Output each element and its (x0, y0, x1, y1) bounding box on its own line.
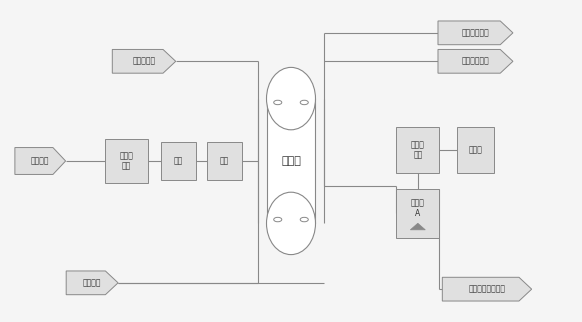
Bar (161, 142, 196, 180)
Bar (396, 189, 439, 238)
Polygon shape (438, 50, 513, 73)
Text: 洁净气体排空: 洁净气体排空 (462, 57, 489, 66)
Text: 加压泵
减压: 加压泵 减压 (120, 151, 134, 171)
Bar (207, 142, 242, 180)
Text: 脱附水蒸气: 脱附水蒸气 (133, 57, 155, 66)
Text: 消防氮气: 消防氮气 (83, 278, 101, 287)
Text: 不凝气再送废弃物: 不凝气再送废弃物 (469, 285, 506, 294)
Text: 吸附器: 吸附器 (281, 156, 301, 166)
Ellipse shape (267, 192, 315, 255)
Ellipse shape (267, 67, 315, 130)
Polygon shape (438, 21, 513, 45)
Polygon shape (15, 147, 66, 175)
Bar (457, 127, 494, 173)
Polygon shape (442, 277, 532, 301)
Bar (396, 127, 439, 173)
Text: 冷却: 冷却 (220, 156, 229, 166)
Polygon shape (66, 271, 118, 295)
Text: 有机废气: 有机废气 (31, 156, 49, 166)
Text: 废水送废水池: 废水送废水池 (462, 28, 489, 37)
Polygon shape (112, 50, 176, 73)
Bar (105, 139, 148, 183)
Text: 回收油: 回收油 (469, 146, 482, 155)
Text: 冷凝器
A: 冷凝器 A (411, 199, 425, 218)
Polygon shape (410, 223, 425, 230)
Text: 冷凝液
分层: 冷凝液 分层 (411, 140, 425, 160)
Bar (267, 99, 315, 223)
Text: 过滤: 过滤 (174, 156, 183, 166)
